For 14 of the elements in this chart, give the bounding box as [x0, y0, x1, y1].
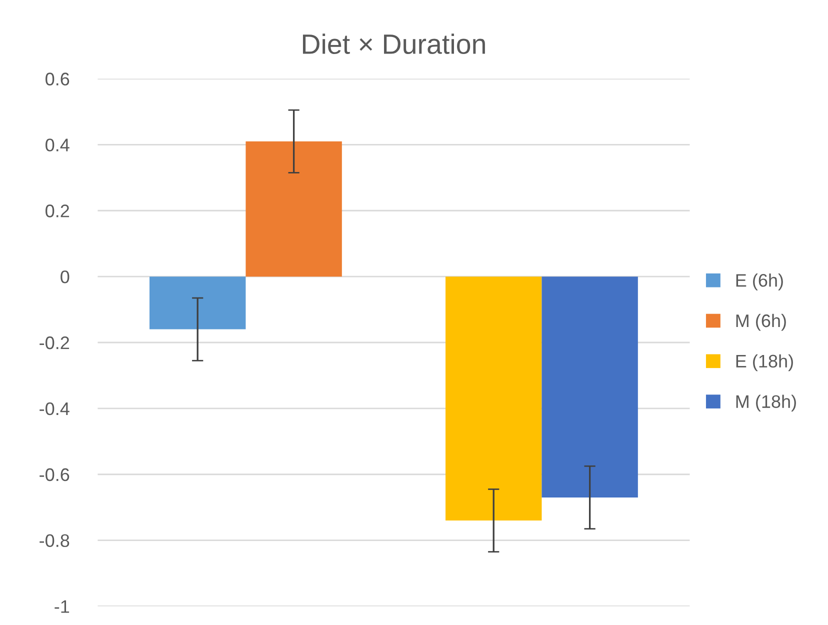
y-tick-label: 0.2: [46, 204, 70, 218]
y-tick-label: -0.8: [40, 534, 70, 548]
y-tick-label: -0.2: [40, 336, 70, 350]
legend-label: M (6h): [736, 314, 786, 331]
chart-title: Diet × Duration: [302, 34, 485, 54]
y-tick-label: 0.6: [46, 72, 70, 86]
y-tick-label: -0.6: [40, 468, 70, 482]
y-tick-label: -0.4: [40, 402, 70, 416]
y-tick-label: -1: [54, 600, 70, 613]
y-tick-label: 0: [60, 270, 70, 284]
legend-label: M (18h): [736, 394, 796, 412]
legend-label: E (18h): [736, 354, 793, 372]
y-tick-label: 0.4: [46, 138, 70, 152]
legend-label: E (6h): [736, 274, 783, 290]
